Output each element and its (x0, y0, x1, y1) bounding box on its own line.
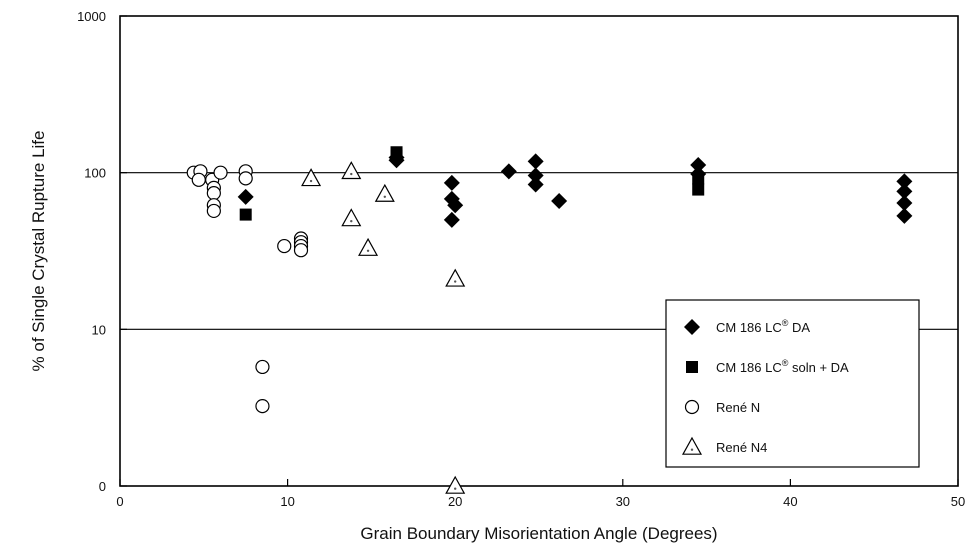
point-cm186_da (690, 156, 707, 173)
point-rene_n4-outline (445, 475, 466, 494)
point-rene_n4 (445, 268, 466, 287)
point-rene_n4-outline (341, 161, 362, 180)
point-cm186_da (896, 195, 913, 212)
point-cm186_da (443, 211, 460, 228)
point-rene_n4 (341, 161, 362, 180)
point-rene_n4 (445, 475, 466, 494)
legend-marker-cm186_soln_da (686, 361, 698, 373)
x-axis-title: Grain Boundary Misorientation Angle (Deg… (360, 524, 717, 543)
point-rene_n4-outline (358, 237, 379, 256)
x-tick-label: 10 (280, 494, 294, 509)
point-cm186_da (237, 188, 254, 205)
legend: CM 186 LC® DA CM 186 LC® soln + DA René N R… (665, 299, 920, 468)
series-cm186_da (237, 149, 913, 228)
point-rene_n4-outline (374, 183, 395, 202)
point-cm186_soln_da (239, 208, 252, 221)
point-rene_n4-outline (301, 168, 322, 187)
point-rene_n4-dot (350, 219, 353, 223)
axis-ticks: 0 10 20 30 40 50 0 10 100 1000 (77, 9, 965, 509)
point-rene_n4 (341, 208, 362, 227)
y-tick-label: 100 (84, 166, 106, 181)
y-tick-label: 10 (92, 322, 106, 337)
point-cm186_soln_da (692, 172, 705, 185)
legend-marker-rene_n4 (681, 436, 703, 455)
legend-label-rene_n4: René N4 (716, 440, 767, 455)
legend-marker-rene_n4-outline (681, 436, 703, 455)
point-cm186_da (551, 192, 568, 209)
point-rene_n (213, 165, 228, 180)
point-cm186_da (896, 183, 913, 200)
legend-marker-rene_n4-dot (690, 448, 694, 451)
y-tick-label: 1000 (77, 9, 106, 24)
legend-label-cm186_da: CM 186 LC® DA (716, 318, 810, 335)
point-rene_n4 (358, 237, 379, 256)
point-rene_n4-dot (309, 179, 313, 183)
legend-label-rene_n: René N (716, 400, 760, 415)
x-tick-label: 20 (448, 494, 462, 509)
point-rene_n4-dot (454, 280, 457, 283)
legend-marker-rene_n (684, 399, 700, 415)
series-rene_n4 (301, 161, 466, 494)
point-rene_n4 (374, 183, 395, 202)
point-cm186_da (896, 207, 913, 224)
point-rene_n (191, 172, 206, 187)
point-cm186_da (447, 197, 464, 214)
point-rene_n (206, 186, 221, 201)
point-rene_n4-dot (383, 195, 387, 198)
point-cm186_soln_da (692, 183, 705, 196)
point-rene_n (206, 203, 221, 219)
point-cm186_da (527, 153, 544, 170)
legend-label-cm186_soln_da: CM 186 LC® soln + DA (716, 358, 849, 375)
point-cm186_da (527, 176, 544, 193)
y-axis-title: % of Single Crystal Rupture Life (29, 131, 48, 372)
point-cm186_da (896, 173, 913, 190)
point-rene_n (277, 238, 292, 254)
point-cm186_da (527, 167, 544, 184)
x-tick-label: 30 (616, 494, 630, 509)
point-rene_n (293, 243, 309, 258)
point-cm186_da (443, 174, 460, 191)
y-tick-label: 0 (99, 479, 106, 494)
point-rene_n4 (301, 168, 322, 187)
point-rene_n4-dot (350, 172, 353, 176)
series-rene_n (186, 164, 309, 414)
data-points (186, 146, 913, 494)
point-rene_n4-outline (341, 208, 362, 227)
point-cm186_da (500, 163, 517, 180)
point-rene_n4-dot (454, 487, 457, 490)
x-tick-label: 0 (116, 494, 123, 509)
plot-frame (119, 15, 959, 487)
point-rene_n4-dot (366, 249, 370, 252)
legend-box (665, 299, 920, 468)
point-rene_n4-outline (445, 268, 466, 287)
point-rene_n (238, 171, 253, 186)
point-cm186_soln_da (390, 149, 403, 162)
point-rene_n (255, 359, 270, 375)
series-cm186_soln_da (239, 146, 705, 221)
legend-marker-cm186_da (684, 319, 700, 335)
x-tick-label: 50 (951, 494, 965, 509)
x-tick-label: 40 (783, 494, 797, 509)
point-rene_n (255, 399, 270, 414)
